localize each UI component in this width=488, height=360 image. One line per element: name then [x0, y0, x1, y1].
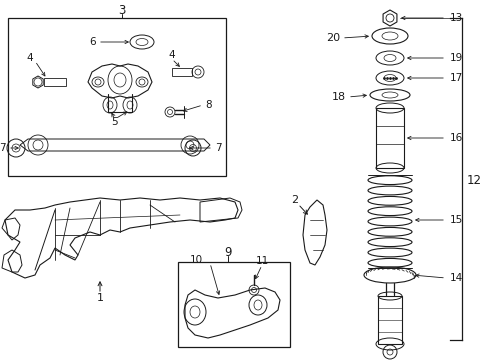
- Text: 4: 4: [27, 53, 33, 63]
- Text: 8: 8: [204, 100, 211, 110]
- Text: 19: 19: [449, 53, 462, 63]
- Text: 15: 15: [449, 215, 462, 225]
- Text: 4: 4: [168, 50, 175, 60]
- Text: 2: 2: [291, 195, 298, 205]
- Bar: [178, 262, 289, 347]
- Text: 11: 11: [255, 256, 268, 266]
- Text: 6: 6: [89, 37, 96, 47]
- Text: 3: 3: [118, 4, 125, 17]
- Text: 16: 16: [449, 133, 462, 143]
- Bar: [44, 78, 66, 86]
- Text: 7: 7: [0, 143, 6, 153]
- Text: 14: 14: [449, 273, 462, 283]
- Bar: [377, 296, 401, 344]
- Text: 17: 17: [449, 73, 462, 83]
- Text: 20: 20: [325, 33, 339, 43]
- Text: 5: 5: [111, 117, 118, 127]
- Bar: [172, 68, 192, 76]
- Text: 10: 10: [189, 255, 202, 265]
- Text: 13: 13: [449, 13, 462, 23]
- Text: 1: 1: [96, 293, 103, 303]
- Bar: [8, 18, 225, 176]
- Text: 9: 9: [224, 246, 231, 258]
- Text: 12: 12: [466, 174, 481, 186]
- Text: 7: 7: [215, 143, 221, 153]
- Bar: [375, 108, 403, 168]
- Text: 18: 18: [331, 92, 346, 102]
